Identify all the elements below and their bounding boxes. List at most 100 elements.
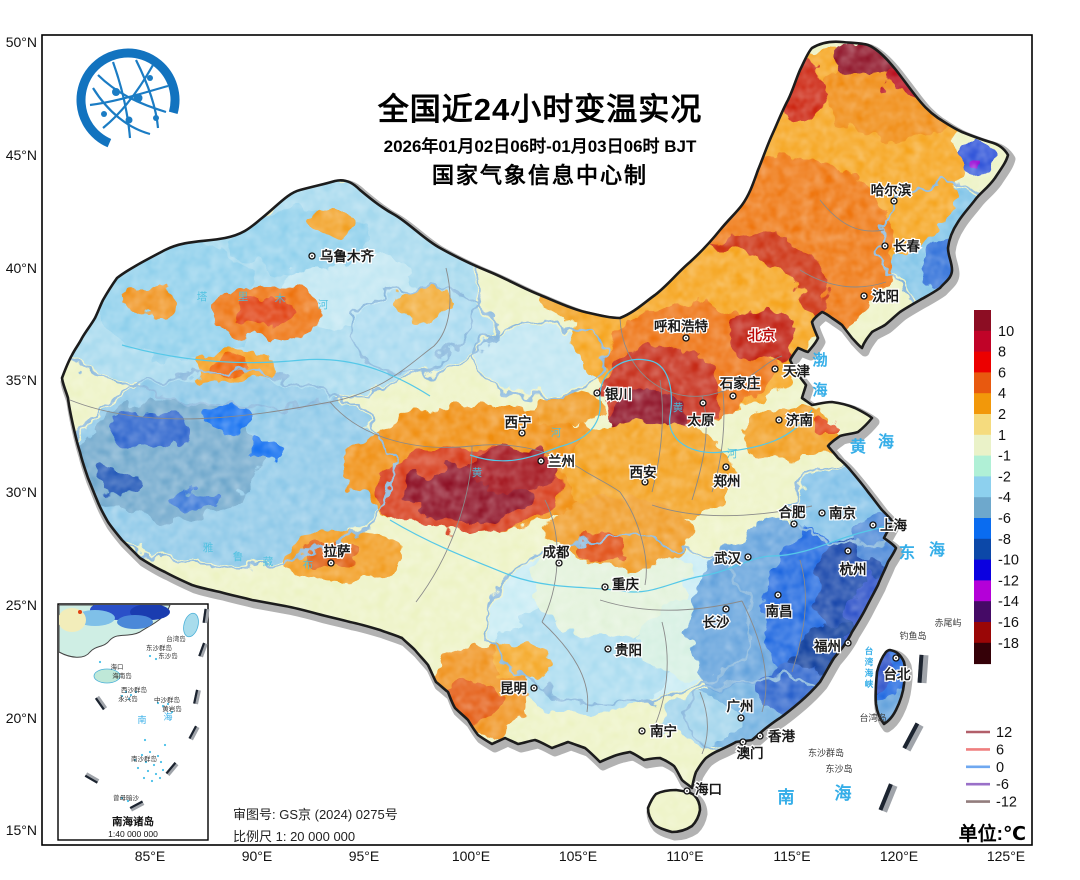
approval-number: 审图号: GS京 (2024) 0275号 — [233, 807, 398, 822]
inset-island-dot — [159, 760, 163, 764]
inset-label: 东沙岛 — [158, 651, 178, 660]
city-marker-dot — [686, 790, 688, 792]
sea-label: 东 — [899, 543, 915, 562]
lon-tick: 115°E — [773, 848, 810, 864]
legend-value: -8 — [998, 532, 1011, 548]
city-marker-dot — [540, 460, 542, 462]
city-marker-dot — [725, 608, 727, 610]
city-label: 北京 — [749, 327, 776, 343]
city-marker-dot — [641, 730, 643, 732]
river-label: 塔 — [197, 290, 208, 303]
contour-line-value: 12 — [996, 725, 1012, 741]
city-marker-dot — [742, 741, 744, 743]
city-marker-dot — [558, 562, 560, 564]
city-label: 乌鲁木齐 — [320, 248, 374, 264]
inset-island-dot — [166, 702, 170, 706]
inset-dash — [198, 642, 208, 658]
inset-label: 台湾岛 — [166, 634, 186, 643]
river-labels: 塔里木河黄河黄河雅鲁藏布 — [197, 290, 738, 571]
legend-segment — [974, 455, 991, 477]
inset-island-dot — [146, 769, 150, 773]
city-label: 西宁 — [505, 414, 532, 430]
nmic-logo — [76, 48, 180, 152]
inset-dash — [193, 689, 201, 705]
inset-island-dot — [98, 660, 102, 664]
city-label: 福州 — [813, 638, 841, 654]
city-label: 哈尔滨 — [871, 182, 912, 198]
city-label: 长春 — [893, 238, 921, 254]
city-marker-dot — [596, 392, 598, 394]
city-label: 长沙 — [703, 614, 731, 630]
city-label: 银川 — [605, 386, 632, 402]
city-label: 成都 — [543, 544, 571, 560]
inset-island-dot — [134, 690, 138, 694]
legend-value: -12 — [998, 573, 1019, 589]
map-frame — [41, 34, 1033, 846]
city-label: 西安 — [630, 464, 657, 480]
inset-island-dot — [161, 768, 165, 772]
inset-scale: 1:40 000 000 — [108, 829, 158, 839]
legend-segment — [974, 538, 991, 561]
inset-dash — [84, 772, 100, 784]
city-marker-dot — [604, 586, 606, 588]
inset-island-dot — [126, 799, 130, 803]
rivers — [121, 344, 893, 593]
inset-label: 西沙群岛 — [121, 685, 147, 694]
city-label: 沈阳 — [872, 288, 899, 304]
river-label: 木 — [275, 293, 286, 305]
island-label: 钓鱼岛 — [899, 630, 926, 641]
inset-dash — [202, 608, 210, 624]
city-label: 贵阳 — [615, 642, 642, 658]
river-label: 黄 — [673, 401, 684, 414]
inset-island-dot — [127, 697, 131, 701]
legend-value: -16 — [998, 615, 1019, 631]
river-label: 黄 — [472, 466, 483, 479]
city-label: 上海 — [880, 517, 908, 533]
legend-value: -2 — [998, 469, 1011, 485]
city-label: 重庆 — [612, 576, 640, 592]
inset-label: 南沙群岛 — [131, 754, 157, 763]
city-label: 济南 — [786, 412, 813, 428]
nine-dash-line — [878, 654, 929, 813]
city-label: 郑州 — [714, 473, 741, 489]
river-label: 藏 — [263, 556, 274, 568]
contour-line-value: 6 — [996, 742, 1004, 758]
inset-island-dot — [148, 654, 152, 658]
legend-value: -4 — [998, 490, 1011, 506]
inset-label: 黄岩岛 — [162, 704, 182, 713]
city-label: 杭州 — [840, 561, 867, 577]
river-label: 布 — [303, 559, 314, 571]
lon-tick: 95°E — [349, 848, 380, 864]
city-label: 澳门 — [737, 745, 764, 761]
inset-sea-label: 海 — [163, 711, 172, 722]
city-marker-dot — [747, 556, 749, 558]
island-label: 台湾岛 — [859, 712, 886, 723]
river-label: 鲁 — [233, 550, 244, 563]
legend-segment — [974, 518, 991, 540]
inset-dash — [94, 695, 108, 711]
city-label: 广州 — [727, 698, 754, 714]
city-marker-dot — [521, 432, 523, 434]
legend-segment — [974, 351, 991, 373]
legend-segment — [974, 601, 991, 623]
lon-tick: 105°E — [559, 848, 597, 864]
city-marker-dot — [607, 648, 609, 650]
legend-segment — [974, 434, 991, 457]
legend-value: 1 — [998, 428, 1006, 444]
island-label: 东沙岛 — [825, 763, 852, 774]
axis-ticks: 50°N 45°N 40°N 35°N 30°N 25°N 20°N 15°N 85°E 90°E… — [6, 34, 1025, 864]
city-marker-dot — [777, 594, 779, 596]
lon-tick: 100°E — [452, 848, 490, 864]
inset-dash — [188, 725, 200, 741]
river-label: 雅 — [203, 541, 214, 554]
inset-sea-label: 南 — [137, 714, 146, 725]
city-marker-dot — [793, 523, 795, 525]
river-label: 河 — [727, 448, 738, 460]
legend-segment — [974, 622, 991, 644]
legend-segment — [974, 476, 991, 498]
lat-tick: 35°N — [6, 372, 37, 388]
legend-value: 10 — [998, 324, 1014, 340]
